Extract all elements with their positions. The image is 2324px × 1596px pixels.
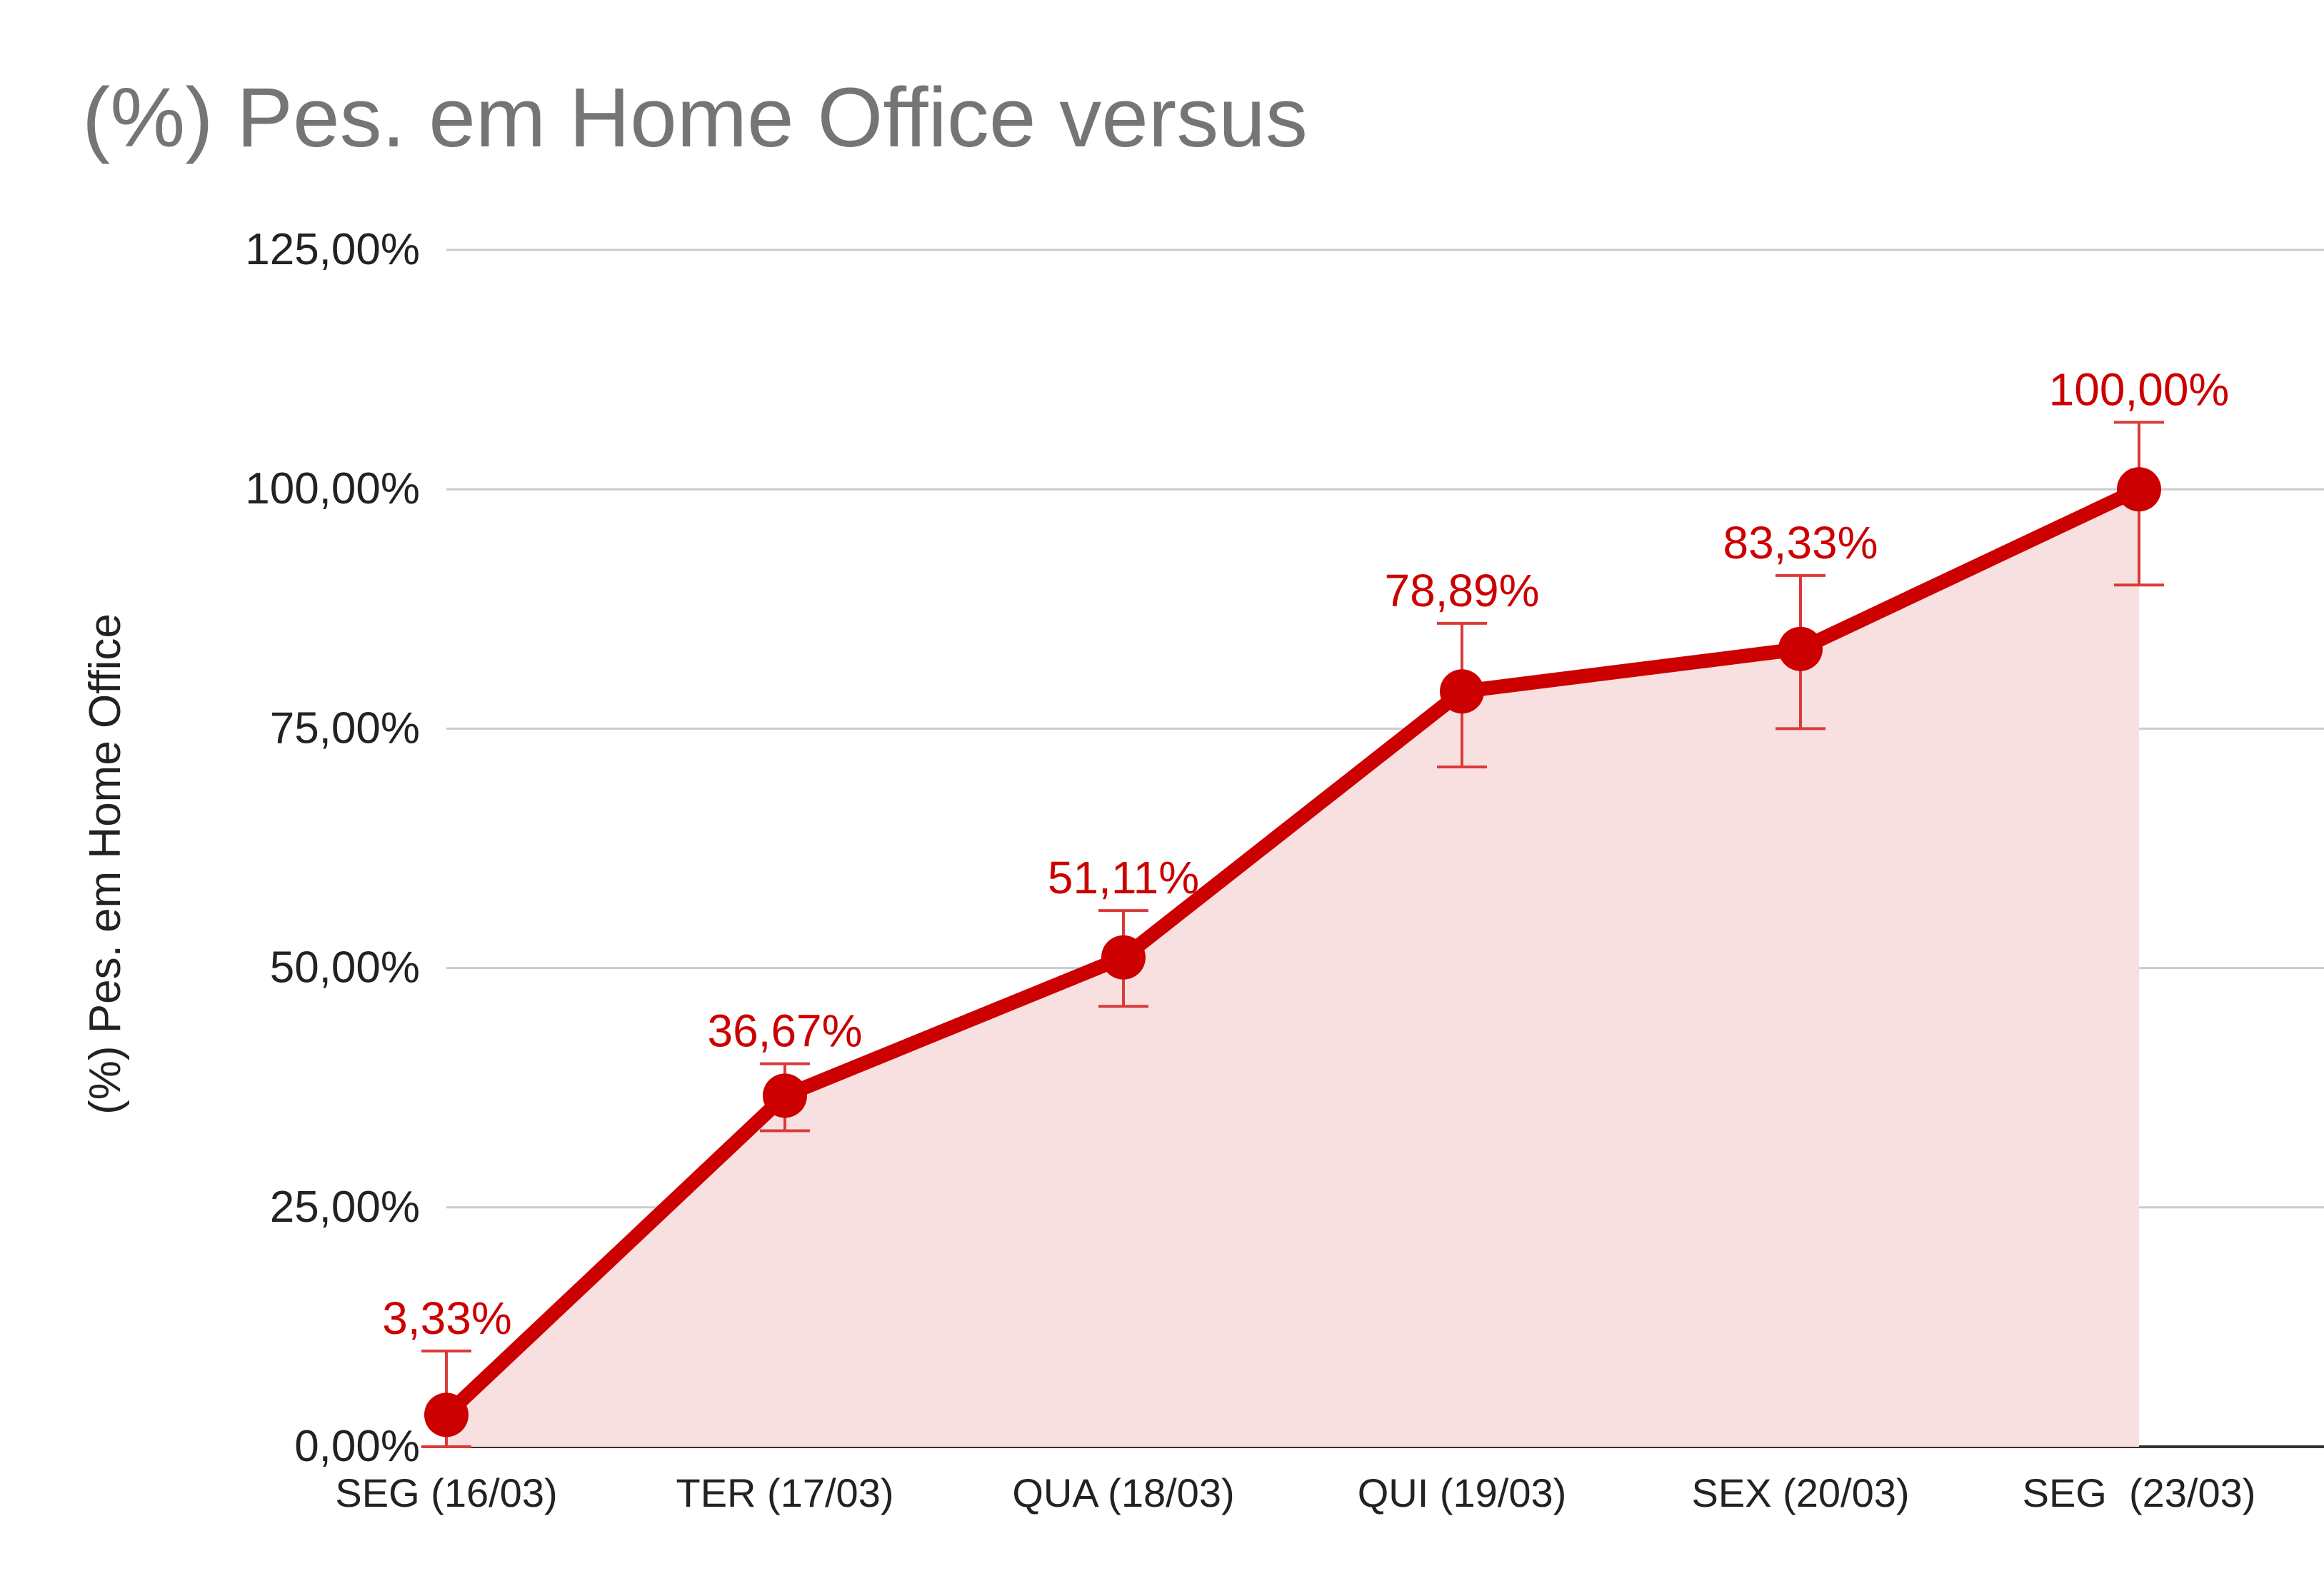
data-label: 3,33%: [382, 1293, 511, 1344]
line-segment: [439, 1088, 792, 1422]
data-point: [2117, 467, 2161, 512]
data-point: [1101, 935, 1146, 980]
series-line: [439, 482, 2146, 1422]
y-tick-label: 0,00%: [294, 1422, 420, 1471]
x-tick-label: TER (17/03): [676, 1470, 894, 1515]
x-tick-label: SEG (23/03): [2023, 1470, 2256, 1515]
line-segment: [778, 950, 1131, 1103]
line-segment: [1793, 482, 2146, 656]
data-label: 36,67%: [707, 1005, 862, 1057]
x-tick-label: SEG (16/03): [335, 1470, 557, 1515]
data-label: 83,33%: [1723, 517, 1878, 568]
area-fill: [446, 489, 2139, 1447]
data-labels: 3,33% 36,67% 51,11% 78,89% 83,33% 100,00%: [382, 363, 2229, 1344]
x-tick-label: QUI (19/03): [1358, 1470, 1567, 1515]
y-tick-label: 25,00%: [270, 1183, 420, 1232]
line-segment: [1455, 641, 1808, 699]
y-axis-label: (%) Pes. em Home Office: [81, 613, 130, 1115]
data-point: [763, 1073, 807, 1118]
x-tick-label: SEX (20/03): [1691, 1470, 1909, 1515]
y-tick-label: 100,00%: [245, 464, 420, 513]
chart-title: (%) Pes. em Home Office versus: [82, 71, 1308, 165]
line-segment: [1116, 684, 1469, 965]
data-label: 78,89%: [1384, 565, 1539, 616]
data-point: [424, 1392, 469, 1437]
y-tick-label: 50,00%: [270, 943, 420, 993]
y-tick-label: 75,00%: [270, 703, 420, 753]
data-label: 100,00%: [2049, 363, 2230, 415]
data-point: [1440, 669, 1484, 714]
x-tick-labels: SEG (16/03) TER (17/03) QUA (18/03) QUI (19…: [335, 1470, 2255, 1515]
area-fill-path: [446, 489, 2139, 1447]
data-points: [424, 467, 2161, 1437]
data-point: [1778, 626, 1823, 671]
y-tick-labels: 0,00% 25,00% 50,00% 75,00% 100,00% 125,00%: [245, 225, 420, 1471]
data-label: 51,11%: [1048, 852, 1199, 903]
x-tick-label: QUA (18/03): [1012, 1470, 1234, 1515]
y-tick-label: 125,00%: [245, 225, 420, 274]
